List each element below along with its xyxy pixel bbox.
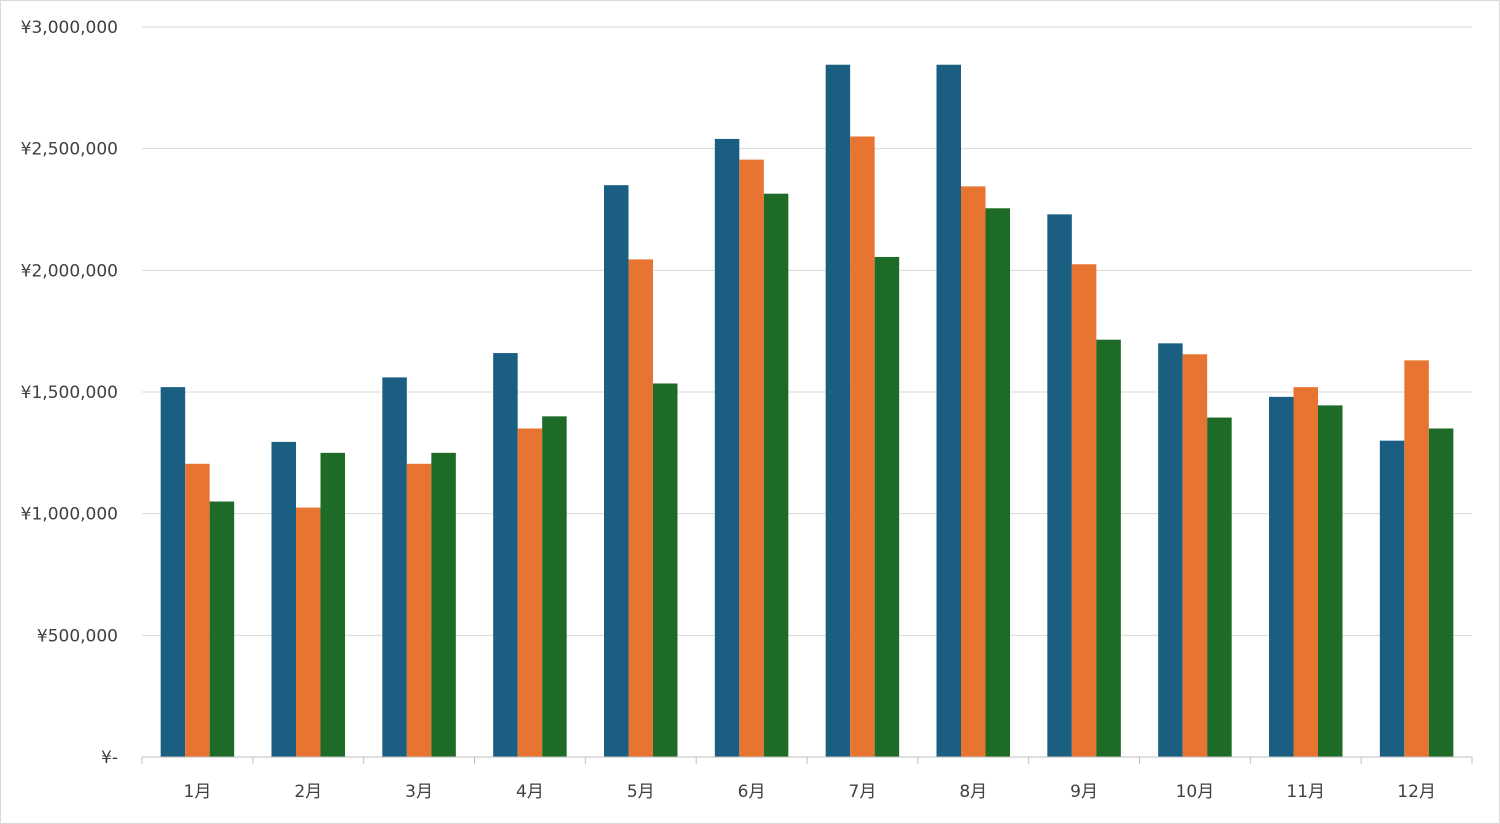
axes	[141, 756, 1473, 764]
y-tick-label: ¥1,500,000	[21, 383, 118, 403]
bar	[296, 507, 321, 757]
bar	[739, 159, 764, 757]
bar	[1269, 396, 1294, 757]
bar	[985, 208, 1010, 758]
x-tick-label: 9月	[1070, 782, 1098, 802]
bar	[542, 416, 567, 757]
y-axis-tick-labels: ¥- ¥500,000 ¥1,000,000 ¥1,500,000 ¥2,000,000…	[21, 18, 118, 768]
x-tick-label: 12月	[1397, 782, 1436, 802]
bar	[382, 377, 407, 757]
bar	[1379, 440, 1405, 757]
x-tick-label: 10月	[1176, 782, 1215, 802]
bar	[936, 64, 961, 757]
bar	[406, 463, 432, 757]
bar	[431, 452, 456, 757]
bar	[1207, 417, 1232, 757]
bar	[714, 138, 740, 757]
y-tick-label: ¥2,500,000	[21, 140, 118, 160]
x-tick-label: 8月	[959, 782, 987, 802]
y-tick-label: ¥2,000,000	[21, 261, 118, 281]
bar	[653, 383, 678, 757]
bar	[1158, 343, 1183, 757]
bar	[961, 186, 986, 758]
y-tick-label: ¥-	[101, 748, 118, 768]
bar	[320, 452, 345, 757]
y-tick-label: ¥3,000,000	[21, 18, 118, 38]
bar	[1404, 360, 1429, 757]
x-tick-label: 5月	[627, 782, 655, 802]
y-tick-label: ¥1,000,000	[21, 505, 118, 525]
bar	[1182, 354, 1208, 757]
bar	[1293, 387, 1318, 757]
x-tick-label: 4月	[516, 782, 544, 802]
bar	[604, 185, 629, 757]
bar	[628, 259, 653, 757]
x-axis-tick-labels: 1月 2月 3月 4月 5月 6月 7月 8月 9月 10月 11月 12月	[184, 782, 1436, 802]
x-tick-label: 3月	[405, 782, 433, 802]
x-tick-label: 7月	[849, 782, 877, 802]
bar	[1047, 214, 1072, 757]
bar	[763, 193, 789, 757]
bars	[160, 64, 1454, 758]
x-tick-label: 6月	[738, 782, 766, 802]
x-tick-label: 11月	[1286, 782, 1325, 802]
bar	[1428, 428, 1454, 757]
bar	[209, 501, 235, 757]
bar	[1071, 264, 1097, 757]
bar	[1096, 339, 1121, 757]
x-tick-label: 1月	[184, 782, 212, 802]
bar	[1318, 405, 1343, 757]
bar	[825, 64, 851, 757]
bar	[517, 428, 543, 757]
gridlines	[142, 26, 1472, 636]
bar	[850, 136, 875, 757]
bar	[874, 256, 900, 757]
bar	[493, 353, 518, 757]
bar	[185, 463, 210, 757]
bar	[271, 441, 296, 757]
bar	[160, 387, 186, 757]
y-tick-label: ¥500,000	[37, 626, 118, 646]
x-tick-label: 2月	[294, 782, 322, 802]
